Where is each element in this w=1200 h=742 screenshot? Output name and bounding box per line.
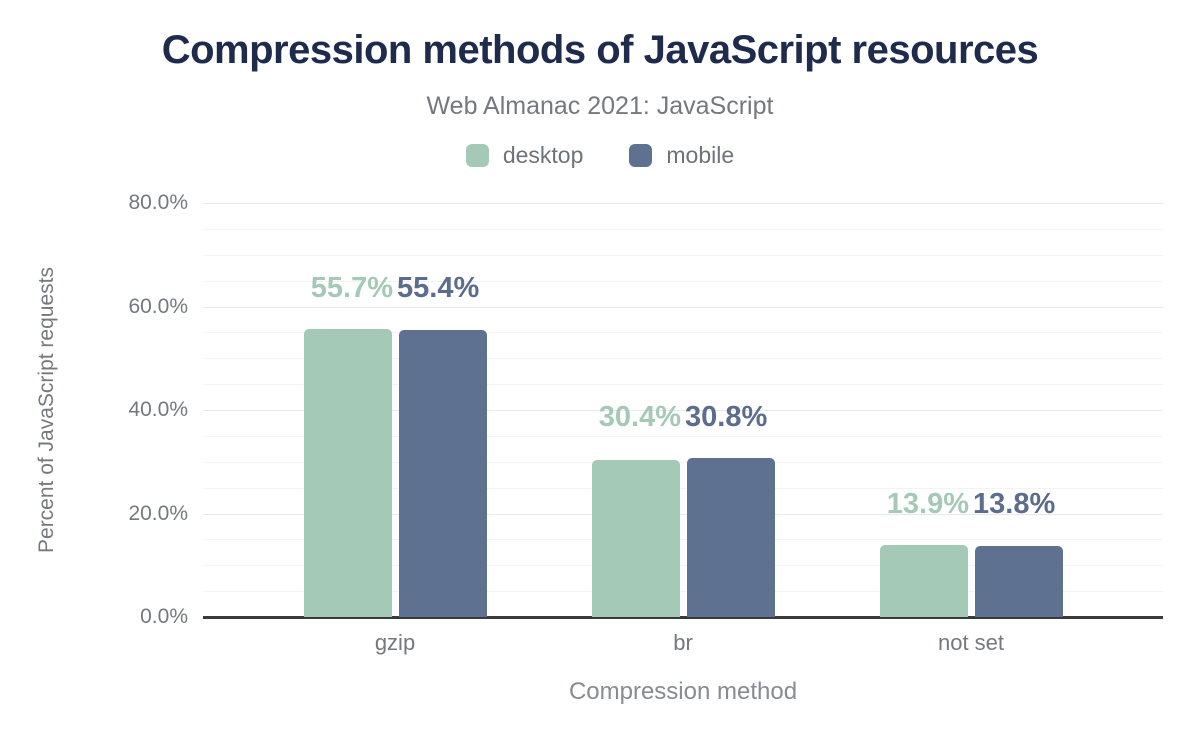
gridline-60 xyxy=(203,306,1163,308)
y-tick-label: 40.0% xyxy=(128,398,188,421)
category-label-br: br xyxy=(673,630,693,655)
legend-swatch-desktop xyxy=(465,143,489,167)
value-labels-gzip: 55.7% 55.4% xyxy=(310,271,480,304)
chart-subtitle: Web Almanac 2021: JavaScript xyxy=(426,92,774,120)
value-label-desktop-gzip: 55.7% xyxy=(310,271,393,304)
gridline-20 xyxy=(203,513,1163,515)
x-axis-title: Compression method xyxy=(568,678,798,705)
gridline-45 xyxy=(203,384,1163,386)
gridline-50 xyxy=(203,358,1163,360)
legend-swatch-mobile xyxy=(629,143,653,167)
value-label-desktop-not-set: 13.9% xyxy=(886,488,969,521)
legend-label: mobile xyxy=(666,141,735,168)
gridline-65 xyxy=(203,280,1163,282)
legend-label: desktop xyxy=(502,141,584,168)
gridline-25 xyxy=(203,487,1163,489)
y-tick-label: 0.0% xyxy=(140,605,188,628)
value-label-mobile-not-set: 13.8% xyxy=(973,488,1056,521)
value-label-mobile-gzip: 55.4% xyxy=(397,271,480,304)
y-tick-label: 20.0% xyxy=(128,501,188,525)
value-label-mobile-br: 30.8% xyxy=(685,400,768,433)
gridline-35 xyxy=(203,435,1163,437)
legend-item-mobile: mobile xyxy=(629,142,734,169)
x-axis-line xyxy=(203,616,1163,619)
bar-mobile-br xyxy=(686,457,775,617)
bar-mobile-gzip xyxy=(398,330,487,617)
value-labels-not-set: 13.9% 13.8% xyxy=(887,490,1055,519)
legend: desktop mobile xyxy=(0,142,1200,168)
y-tick-label: 80.0% xyxy=(128,191,188,214)
gridline-55 xyxy=(203,332,1163,334)
gridline-30 xyxy=(203,461,1163,463)
gridline-5 xyxy=(203,591,1163,593)
gridline-80 xyxy=(203,203,1163,204)
gridline-40 xyxy=(203,410,1163,411)
category-label-gzip: gzip xyxy=(374,630,416,655)
gridline-15 xyxy=(203,539,1163,541)
gridline-75 xyxy=(203,228,1163,230)
chart-title: Compression methods of JavaScript resour… xyxy=(161,28,1039,72)
bar-desktop-gzip xyxy=(303,328,392,617)
value-labels-br: 30.4% 30.8% xyxy=(598,400,768,433)
bar-desktop-br xyxy=(591,459,680,617)
gridline-70 xyxy=(203,254,1163,256)
bar-mobile-not-set xyxy=(974,545,1063,617)
category-label-not-set: not set xyxy=(937,630,1005,655)
y-tick-label: 60.0% xyxy=(128,294,188,318)
bar-desktop-not-set xyxy=(879,545,968,617)
gridline-10 xyxy=(203,565,1163,567)
legend-item-desktop: desktop xyxy=(465,141,584,169)
value-label-desktop-br: 30.4% xyxy=(598,400,681,433)
